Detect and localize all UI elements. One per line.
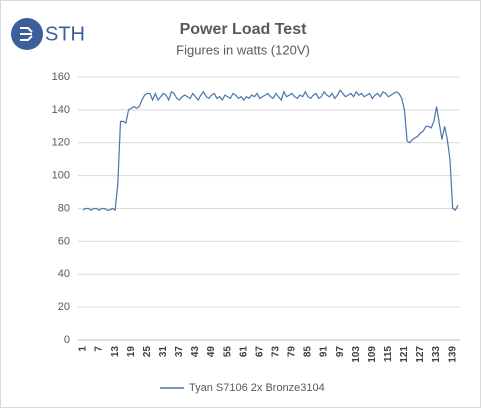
x-tick-label: 133	[431, 346, 442, 363]
logo-text: STH	[45, 23, 85, 45]
chart-title: Power Load Test	[180, 21, 308, 38]
x-tick-label: 37	[174, 346, 185, 358]
x-tick-label: 73	[270, 346, 281, 358]
x-tick-label: 109	[367, 346, 378, 363]
x-tick-label: 13	[110, 346, 121, 358]
y-tick-label: 120	[52, 137, 70, 149]
x-tick-label: 121	[399, 346, 410, 363]
legend-label: Tyan S7106 2x Bronze3104	[189, 382, 325, 394]
x-tick-label: 67	[254, 346, 265, 358]
y-tick-label: 0	[64, 334, 70, 346]
x-tick-label: 79	[287, 346, 298, 358]
x-tick-label: 43	[190, 346, 201, 358]
x-tick-label: 25	[142, 346, 153, 358]
x-tick-label: 91	[319, 346, 330, 358]
chart-subtitle: Figures in watts (120V)	[176, 42, 310, 57]
x-tick-label: 61	[238, 346, 249, 358]
data-line	[82, 89, 459, 212]
x-tick-label: 1	[78, 346, 89, 352]
y-tick-label: 160	[52, 71, 70, 83]
y-tick-label: 100	[52, 170, 70, 182]
y-tick-label: 60	[58, 235, 70, 247]
y-tick-label: 40	[58, 268, 70, 280]
x-tick-label: 31	[158, 346, 169, 358]
logo-circuit	[20, 27, 33, 41]
x-tick-label: 55	[222, 346, 233, 358]
x-tick-label: 97	[335, 346, 346, 358]
x-tick-label: 115	[383, 346, 394, 363]
x-tick-label: 7	[94, 346, 105, 352]
x-tick-label: 19	[126, 346, 137, 358]
x-tick-label: 103	[351, 346, 362, 363]
x-tick-label: 127	[415, 346, 426, 363]
y-tick-label: 20	[58, 301, 70, 313]
y-tick-label: 140	[52, 104, 70, 116]
x-tick-label: 139	[447, 346, 458, 363]
logo: STH	[11, 18, 85, 50]
x-tick-label: 85	[303, 346, 314, 358]
x-tick-label: 49	[206, 346, 217, 358]
y-tick-label: 80	[58, 202, 70, 214]
